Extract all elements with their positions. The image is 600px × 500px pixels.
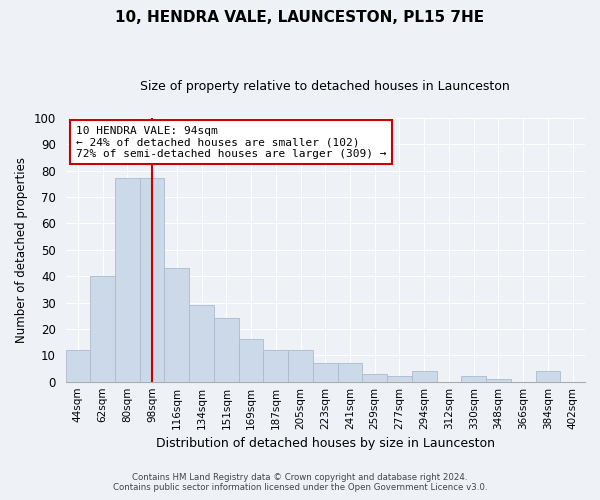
Bar [214, 318, 239, 382]
Bar [164, 268, 189, 382]
Bar [288, 350, 313, 382]
Text: 10 HENDRA VALE: 94sqm
← 24% of detached houses are smaller (102)
72% of semi-det: 10 HENDRA VALE: 94sqm ← 24% of detached … [76, 126, 386, 159]
Bar [387, 376, 412, 382]
Bar [115, 178, 140, 382]
Bar [140, 178, 164, 382]
Bar [189, 305, 214, 382]
Text: Contains HM Land Registry data © Crown copyright and database right 2024.
Contai: Contains HM Land Registry data © Crown c… [113, 473, 487, 492]
Bar [263, 350, 288, 382]
Bar [313, 363, 338, 382]
Bar [90, 276, 115, 382]
Y-axis label: Number of detached properties: Number of detached properties [15, 156, 28, 342]
Bar [362, 374, 387, 382]
Bar [536, 371, 560, 382]
Bar [65, 350, 90, 382]
Bar [461, 376, 486, 382]
X-axis label: Distribution of detached houses by size in Launceston: Distribution of detached houses by size … [156, 437, 495, 450]
Bar [412, 371, 437, 382]
Bar [239, 340, 263, 382]
Bar [338, 363, 362, 382]
Bar [486, 379, 511, 382]
Text: 10, HENDRA VALE, LAUNCESTON, PL15 7HE: 10, HENDRA VALE, LAUNCESTON, PL15 7HE [115, 10, 485, 25]
Title: Size of property relative to detached houses in Launceston: Size of property relative to detached ho… [140, 80, 510, 93]
